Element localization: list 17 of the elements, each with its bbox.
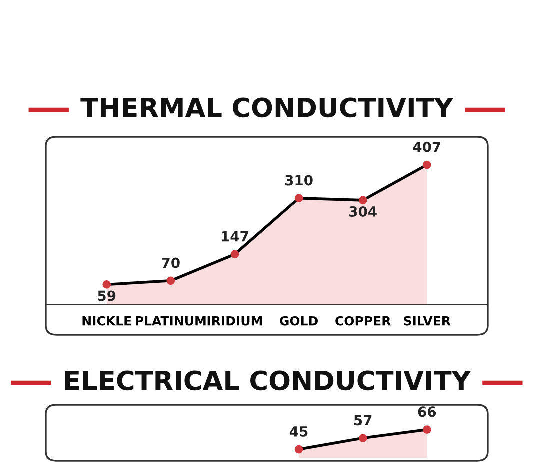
chart-title: THERMAL CONDUCTIVITY bbox=[80, 98, 454, 118]
x-tick-label: IRIDIUM bbox=[208, 316, 262, 326]
data-label: 59 bbox=[98, 290, 116, 302]
x-tick-label: GOLD bbox=[280, 316, 318, 326]
chart-title: ELECTRICAL CONDUCTIVITY bbox=[65, 370, 472, 391]
x-tick-label: COPPER bbox=[336, 316, 391, 326]
data-label: 147 bbox=[222, 231, 248, 242]
x-tick-label: NICKLE bbox=[82, 316, 132, 326]
data-label: 45 bbox=[290, 426, 308, 437]
data-label: 57 bbox=[354, 415, 372, 426]
x-tick-label: PLATINUM bbox=[136, 316, 206, 326]
data-label: 310 bbox=[285, 175, 313, 186]
x-tick-label: SILVER bbox=[404, 316, 451, 326]
data-label: 304 bbox=[350, 206, 377, 217]
data-label: 407 bbox=[413, 142, 441, 152]
data-label: 70 bbox=[162, 258, 180, 268]
data-label: 66 bbox=[418, 406, 436, 418]
